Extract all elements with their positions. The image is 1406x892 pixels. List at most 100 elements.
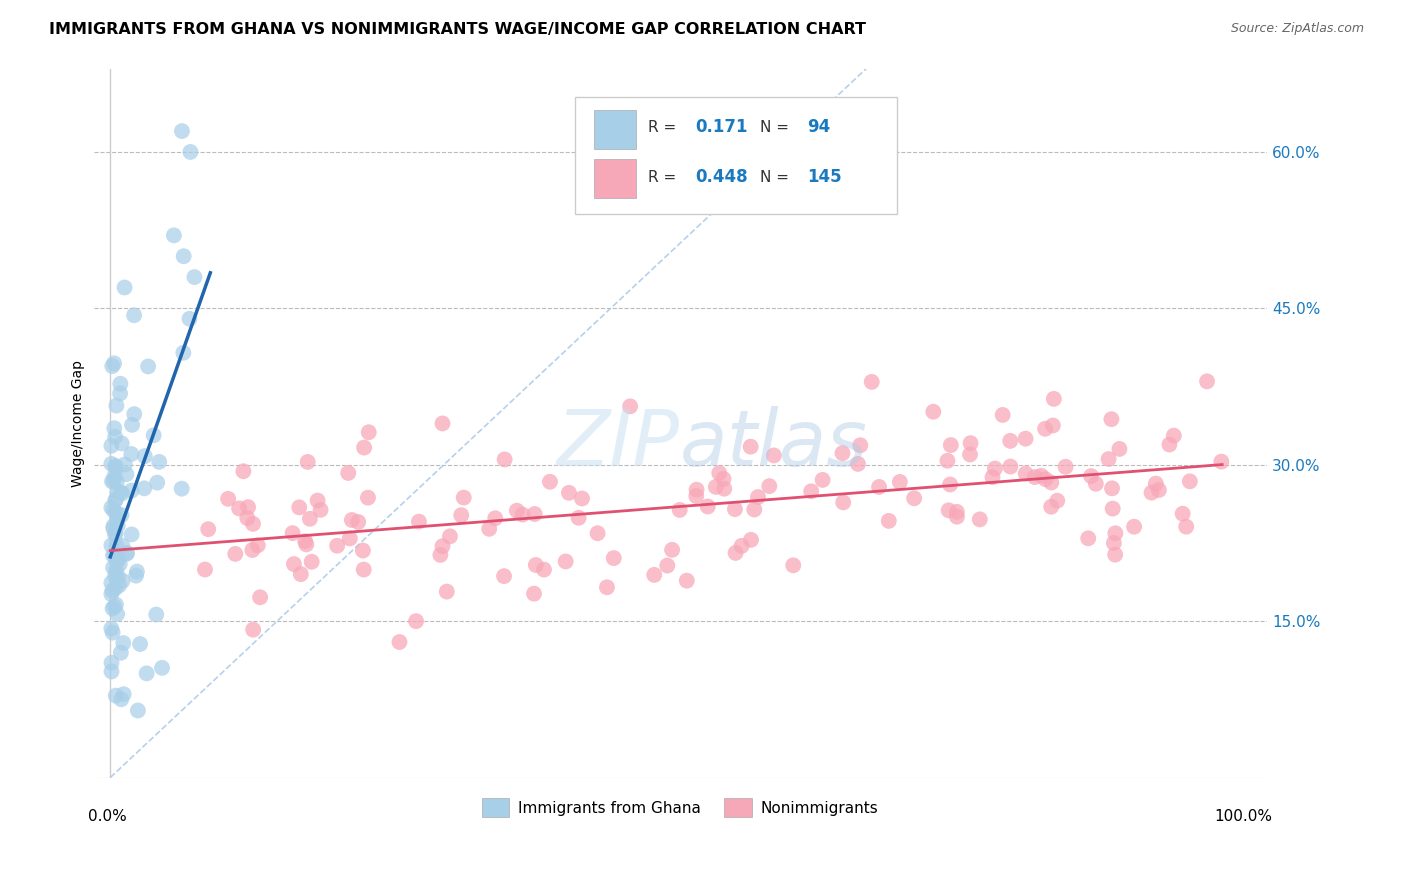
Point [101,601,124,615]
Point [339,532,361,546]
Point [197,522,219,536]
Point [115,546,138,560]
Point [108,386,131,401]
Point [134,481,156,495]
Point [849,438,872,452]
Point [307,493,329,508]
Point [439,529,461,543]
Point [1104,548,1126,562]
Point [101,583,124,598]
Point [538,475,561,489]
Point [115,547,138,561]
Point [104,689,127,703]
Point [512,508,534,522]
Point [173,249,195,263]
Point [429,548,451,562]
Point [1171,507,1194,521]
Point [742,502,765,516]
Point [145,607,167,622]
Point [603,551,626,566]
Point [111,574,134,588]
Point [242,623,264,637]
Point [347,515,370,529]
Point [309,503,332,517]
Point [236,511,259,525]
Text: 0.171: 0.171 [696,119,748,136]
Point [1123,519,1146,533]
Point [217,491,239,506]
Point [105,512,128,526]
Point [100,622,122,636]
Text: 145: 145 [807,168,841,186]
Point [115,467,138,482]
Point [110,508,132,522]
Point [724,546,747,560]
Point [110,692,132,706]
Point [104,458,127,473]
Point [357,425,380,440]
Point [107,552,129,566]
Point [301,555,323,569]
Point [939,477,962,491]
Point [107,518,129,533]
Point [100,538,122,552]
Point [453,491,475,505]
Text: Source: ZipAtlas.com: Source: ZipAtlas.com [1230,22,1364,36]
Point [105,539,128,553]
Point [586,526,609,541]
Point [596,580,619,594]
Point [146,475,169,490]
Point [288,500,311,515]
Point [337,466,360,480]
Point [100,500,122,515]
Point [484,511,506,525]
Point [353,563,375,577]
Point [1159,437,1181,451]
Point [713,472,735,486]
Point [228,501,250,516]
Point [554,554,576,568]
Point [740,533,762,547]
Point [103,599,125,614]
Point [657,558,679,573]
Point [105,554,128,568]
Point [112,687,135,701]
Point [1084,476,1107,491]
Point [104,493,127,508]
Point [436,584,458,599]
Point [104,506,127,520]
Point [946,505,969,519]
Point [134,449,156,463]
Point [685,483,707,497]
Point [135,666,157,681]
Point [969,512,991,526]
Point [724,502,747,516]
Point [388,635,411,649]
Point [104,525,127,540]
Point [125,565,148,579]
Point [478,522,501,536]
Point [136,359,159,374]
Point [1014,467,1036,481]
Point [432,417,454,431]
Point [523,587,546,601]
Point [170,124,193,138]
Point [1104,526,1126,541]
Point [110,376,132,391]
Point [523,507,546,521]
Point [1147,483,1170,497]
Point [981,470,1004,484]
Point [1000,434,1022,448]
Point [938,503,960,517]
Point [100,587,122,601]
Point [101,359,124,373]
Point [353,441,375,455]
Point [103,503,125,517]
Point [120,447,142,461]
Point [111,436,134,450]
Point [297,455,319,469]
Point [127,704,149,718]
Point [524,558,547,572]
Point [558,485,581,500]
Point [1014,432,1036,446]
